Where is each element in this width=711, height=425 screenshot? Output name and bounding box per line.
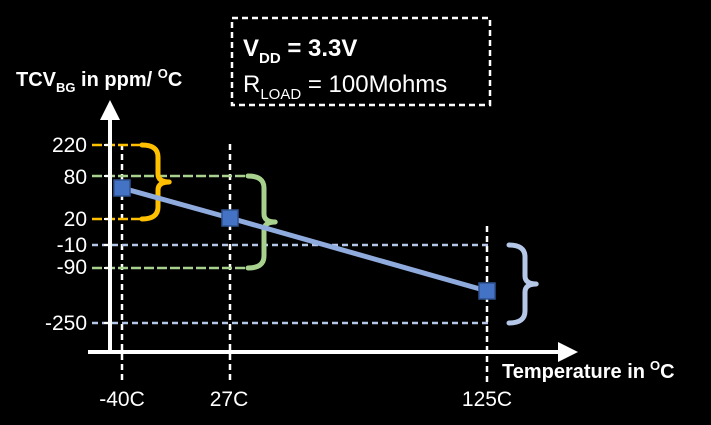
rload-condition: RLOAD = 100Mohms <box>243 71 447 103</box>
vdd-value: = 3.3V <box>281 35 358 62</box>
data-point-marker <box>478 282 496 300</box>
vdd-sub: DD <box>259 50 281 67</box>
y-axis-title-unit: C <box>168 69 182 91</box>
data-point-marker <box>113 179 131 197</box>
series-layer <box>113 179 496 300</box>
y-tick-label: 220 <box>52 134 87 157</box>
rload-label: R <box>243 71 260 98</box>
y-axis-title: TCVBG in ppm/ OC <box>16 66 182 95</box>
range-brace <box>245 173 278 271</box>
x-tick-label: -40C <box>99 388 145 411</box>
y-axis-title-unit-prefix: O <box>158 66 168 81</box>
range-braces-layer <box>139 142 539 326</box>
x-axis-title-unit: C <box>660 361 674 383</box>
y-tick-label: -90 <box>57 256 87 279</box>
conditions-box <box>230 16 492 107</box>
y-axis-title-sub: BG <box>56 80 76 95</box>
y-axis-title-main: TCV <box>16 69 57 91</box>
rload-value: = 100Mohms <box>301 71 447 98</box>
y-tick-label: 20 <box>64 208 87 231</box>
y-tick-label: -10 <box>57 234 87 257</box>
y-tick-label: 80 <box>64 166 87 189</box>
vdd-label: V <box>243 35 259 62</box>
tick-labels-layer <box>104 144 110 324</box>
range-brace <box>506 242 539 326</box>
y-axis-arrow <box>100 100 120 120</box>
y-axis-title-suffix: in ppm/ <box>76 69 158 91</box>
range-brace <box>139 142 172 222</box>
x-axis-title-unit-prefix: O <box>650 358 660 373</box>
x-tick-label: 27C <box>210 388 249 411</box>
x-axis-arrow <box>558 342 578 362</box>
y-tick-label: -250 <box>45 312 87 335</box>
x-axis-title-main: Temperature in <box>502 361 645 383</box>
data-point-marker <box>221 209 239 227</box>
rload-sub: LOAD <box>260 86 301 103</box>
guide-lines-layer <box>92 143 491 384</box>
x-tick-label: 125C <box>462 388 512 411</box>
x-axis-title: Temperature in OC <box>502 358 675 383</box>
series-line <box>121 185 488 294</box>
vdd-condition: VDD = 3.3V <box>243 35 357 67</box>
